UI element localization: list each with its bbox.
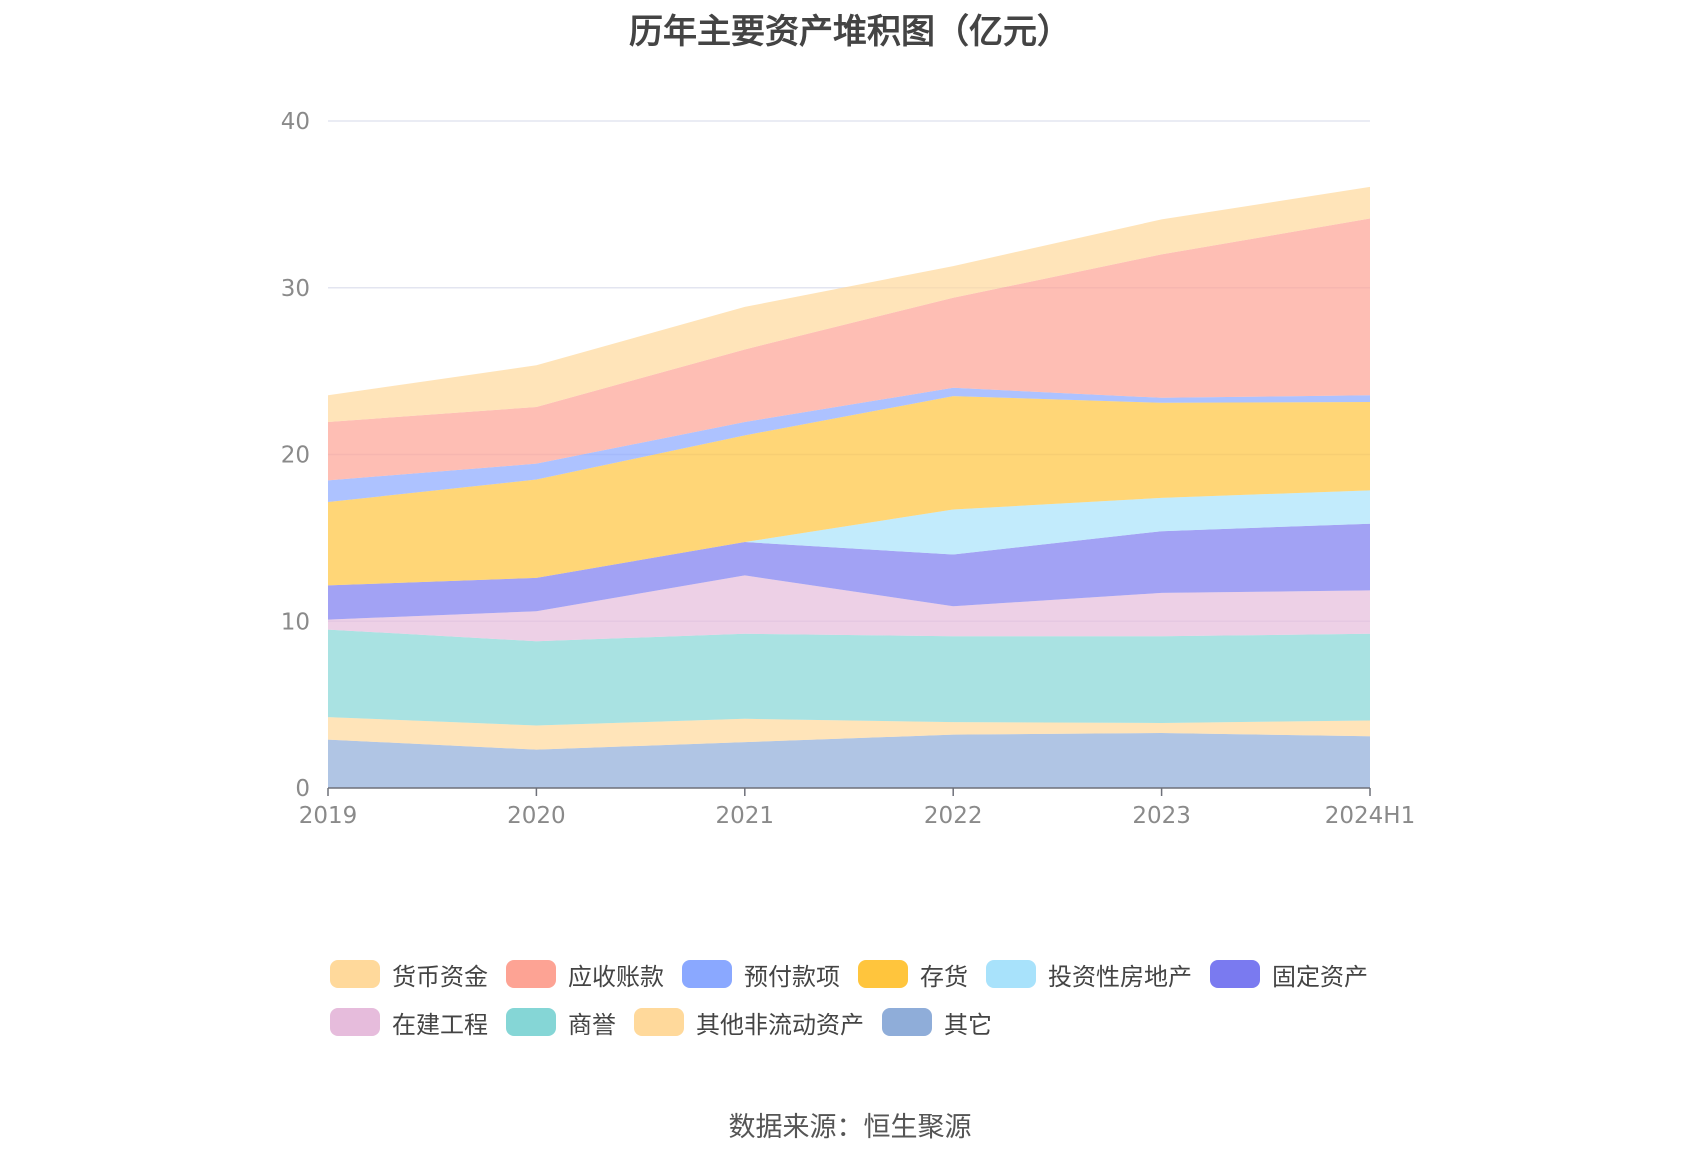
legend-item[interactable]: 其他非流动资产 bbox=[634, 1005, 864, 1040]
source-note: 数据来源：恒生聚源 bbox=[728, 1112, 972, 1143]
legend-item[interactable]: 在建工程 bbox=[330, 1005, 488, 1040]
y-tick-label: 40 bbox=[281, 109, 310, 135]
y-tick-label: 20 bbox=[281, 443, 310, 469]
x-axis bbox=[327, 787, 1371, 796]
y-tick-label: 10 bbox=[281, 609, 310, 635]
legend-item[interactable]: 投资性房地产 bbox=[986, 957, 1192, 992]
legend-item[interactable]: 商誉 bbox=[506, 1005, 616, 1040]
legend-label: 货币资金 bbox=[392, 962, 488, 991]
y-tick-label: 0 bbox=[295, 776, 310, 802]
legend-swatch bbox=[986, 960, 1036, 988]
area-series bbox=[328, 218, 1370, 481]
legend-label: 存货 bbox=[920, 962, 968, 991]
legend-swatch bbox=[330, 960, 380, 988]
legend-label: 预付款项 bbox=[744, 962, 840, 991]
legend-label: 应收账款 bbox=[568, 962, 664, 991]
legend-item[interactable]: 货币资金 bbox=[330, 957, 488, 992]
legend-label: 其它 bbox=[944, 1010, 992, 1039]
area-series bbox=[328, 523, 1370, 620]
legend-swatch bbox=[1210, 960, 1260, 988]
area-series bbox=[328, 717, 1370, 750]
area-series bbox=[328, 629, 1370, 726]
area-series bbox=[328, 396, 1370, 586]
legend-item[interactable]: 固定资产 bbox=[1210, 957, 1368, 992]
x-tick-label: 2023 bbox=[1132, 803, 1191, 829]
legend-item[interactable]: 预付款项 bbox=[682, 957, 840, 992]
legend-row: 在建工程 商誉 其他非流动资产 其它 bbox=[330, 998, 1430, 1046]
legend-label: 商誉 bbox=[568, 1010, 616, 1039]
x-tick-label: 2020 bbox=[507, 803, 566, 829]
legend-item[interactable]: 应收账款 bbox=[506, 957, 664, 992]
legend-swatch bbox=[682, 960, 732, 988]
area-series bbox=[328, 575, 1370, 642]
legend-swatch bbox=[330, 1008, 380, 1036]
legend-swatch bbox=[858, 960, 908, 988]
legend-label: 固定资产 bbox=[1272, 962, 1368, 991]
legend-swatch bbox=[506, 960, 556, 988]
x-tick-label: 2022 bbox=[924, 803, 983, 829]
tick-labels: 0 10 20 30 40 2019 2020 2021 2022 2023 2024H1 bbox=[281, 109, 1416, 829]
legend-item[interactable]: 其它 bbox=[882, 1005, 992, 1040]
legend-swatch bbox=[506, 1008, 556, 1036]
area-series-layer bbox=[328, 186, 1370, 788]
legend-swatch bbox=[634, 1008, 684, 1036]
legend: 货币资金 应收账款 预付款项 存货 投资性房地产 固定资产 在建工程 商誉 其他非流动资产 其它 bbox=[330, 950, 1430, 1046]
x-tick-label: 2024H1 bbox=[1325, 803, 1415, 829]
chart-title: 历年主要资产堆积图（亿元） bbox=[629, 12, 1071, 52]
legend-item[interactable]: 存货 bbox=[858, 957, 968, 992]
area-series bbox=[328, 490, 1370, 586]
legend-label: 在建工程 bbox=[392, 1010, 488, 1039]
area-series bbox=[328, 387, 1370, 503]
legend-row: 货币资金 应收账款 预付款项 存货 投资性房地产 固定资产 bbox=[330, 950, 1430, 998]
area-series bbox=[328, 732, 1370, 788]
area-series bbox=[328, 186, 1370, 422]
legend-swatch bbox=[882, 1008, 932, 1036]
x-tick-label: 2019 bbox=[299, 803, 358, 829]
y-tick-label: 30 bbox=[281, 276, 310, 302]
x-tick-label: 2021 bbox=[716, 803, 775, 829]
legend-label: 其他非流动资产 bbox=[696, 1010, 864, 1039]
legend-label: 投资性房地产 bbox=[1048, 962, 1192, 991]
